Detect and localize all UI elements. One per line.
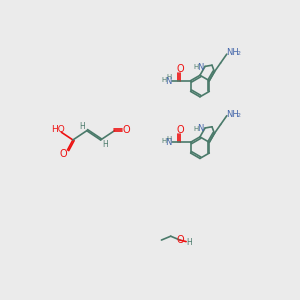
Text: O: O [176,125,184,135]
Text: 2: 2 [236,51,240,56]
Text: HO: HO [51,125,65,134]
Text: N: N [197,124,204,133]
Text: O: O [60,149,68,159]
Text: H: H [102,140,108,149]
Text: H: H [166,136,171,142]
Text: NH: NH [226,110,239,119]
Text: H: H [193,126,199,132]
Text: H: H [166,74,171,80]
Text: N: N [166,76,172,85]
Text: O: O [176,235,184,245]
Text: H: H [186,238,192,247]
Text: H: H [161,138,167,144]
Text: N: N [197,63,204,72]
Text: NH: NH [226,48,239,57]
Text: H: H [79,122,85,130]
Text: N: N [166,138,172,147]
Text: O: O [176,64,184,74]
Text: O: O [122,125,130,135]
Text: H: H [161,76,167,82]
Text: H: H [193,64,199,70]
Text: 2: 2 [236,113,240,118]
